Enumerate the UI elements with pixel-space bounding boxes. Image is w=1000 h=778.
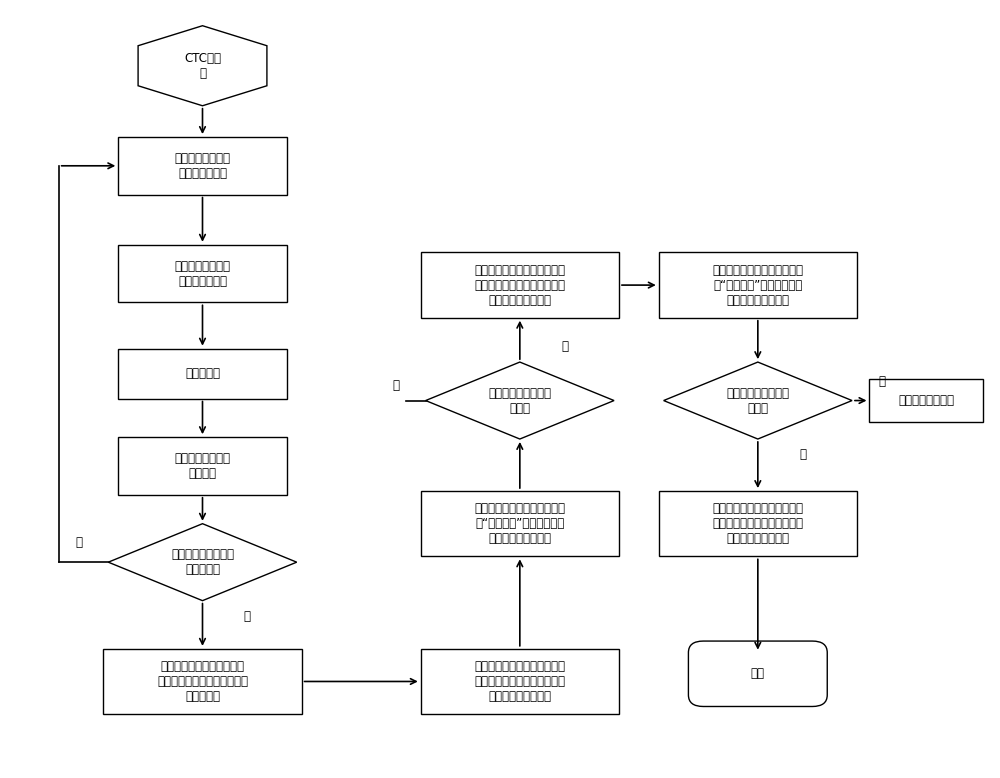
Bar [421,649,619,714]
Bar [421,252,619,317]
Text: 接受限速服务器的限速信息
（包括限速闭塞分区各编号以
及限速值）: 接受限速服务器的限速信息 （包括限速闭塞分区各编号以 及限速值） [157,660,248,703]
Text: 选取站场图区段图
元作为限速终点: 选取站场图区段图 元作为限速终点 [175,260,231,288]
Text: 报告维护部门处理: 报告维护部门处理 [898,394,954,407]
Bar [869,380,983,422]
Text: 站场图相关限速区段图元以黄
色实框显示，表示限速服务器
内部状态为：已执行: 站场图相关限速区段图元以黄 色实框显示，表示限速服务器 内部状态为：已执行 [712,502,803,545]
Text: 是: 是 [561,340,568,353]
Polygon shape [108,524,297,601]
Text: 在黑色实线区域内点击右键选
择“限速校验”，下发限速校
验命令到限速服务器: 在黑色实线区域内点击右键选 择“限速校验”，下发限速校 验命令到限速服务器 [474,502,565,545]
Text: 站场图相关限速区段图元以黑
色外框显示，表示限速服务器
内部状态为：已存储: 站场图相关限速区段图元以黑 色外框显示，表示限速服务器 内部状态为：已存储 [474,660,565,703]
Text: 输入限速值: 输入限速值 [185,367,220,380]
Text: 否: 否 [75,537,82,549]
Text: 选取站场图区段图
元作为限速起点: 选取站场图区段图 元作为限速起点 [175,152,231,180]
Text: 否: 否 [392,379,399,391]
Text: 在黄色虚框区域内点击右键选
择“限速执行”，下发限速执
行命令到限速服务器: 在黄色虚框区域内点击右键选 择“限速执行”，下发限速执 行命令到限速服务器 [712,264,803,307]
Polygon shape [426,362,614,439]
Bar [659,252,857,317]
Text: 限速服务器执行是否
成功？: 限速服务器执行是否 成功？ [726,387,789,415]
Text: 限速服务器校验是否
成功？: 限速服务器校验是否 成功？ [488,387,551,415]
Bar [421,491,619,556]
Bar [103,649,302,714]
Text: CTC站场
图: CTC站场 图 [184,52,221,79]
Bar [118,437,287,495]
Text: 是: 是 [799,448,806,461]
Bar [118,245,287,303]
Polygon shape [138,26,267,106]
Bar [118,137,287,194]
Bar [659,491,857,556]
Text: 结束: 结束 [751,668,765,680]
FancyBboxPatch shape [688,641,827,706]
Bar [118,349,287,398]
Text: 站场图相关限速区段图元以黄
色虚框显示，表示限速服务器
内部状态为：已校验: 站场图相关限速区段图元以黄 色虚框显示，表示限速服务器 内部状态为：已校验 [474,264,565,307]
Text: 是: 是 [244,609,251,622]
Text: 限速服务器反馈是否
成功接受？: 限速服务器反馈是否 成功接受？ [171,548,234,576]
Text: 向限速服务器发送
限速命令: 向限速服务器发送 限速命令 [175,452,231,480]
Text: 否: 否 [878,375,885,387]
Polygon shape [664,362,852,439]
